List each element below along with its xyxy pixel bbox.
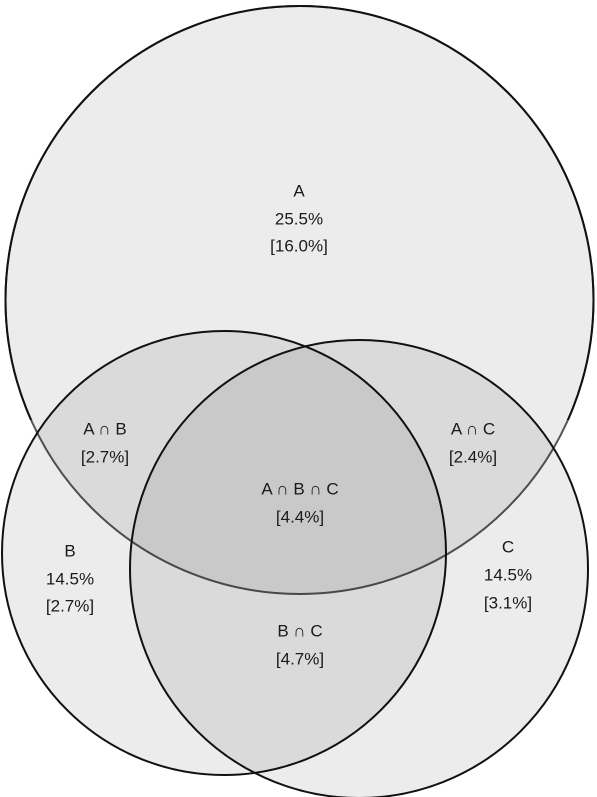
region-share: [2.4%] [449,447,497,466]
region-label: B ∩ C [277,621,322,640]
region-label: B [64,541,75,560]
region-label: C [502,537,514,556]
region-share: [2.7%] [81,447,129,466]
region-share: [2.7%] [46,596,94,615]
circle-c [129,339,589,797]
region-share: [4.7%] [276,649,324,668]
region-share: [3.1%] [484,593,532,612]
circle-a-outline [4,5,595,420]
region-share: [4.4%] [276,507,324,526]
region-label: A ∩ B ∩ C [261,479,338,498]
region-label: A ∩ C [451,419,495,438]
region-label: A ∩ B [83,419,126,438]
circle-b [1,330,447,776]
region-percent: 14.5% [46,569,94,588]
region-percent: 25.5% [275,209,323,228]
region-share: [16.0%] [270,236,328,255]
region-percent: 14.5% [484,565,532,584]
region-label: A [293,181,305,200]
